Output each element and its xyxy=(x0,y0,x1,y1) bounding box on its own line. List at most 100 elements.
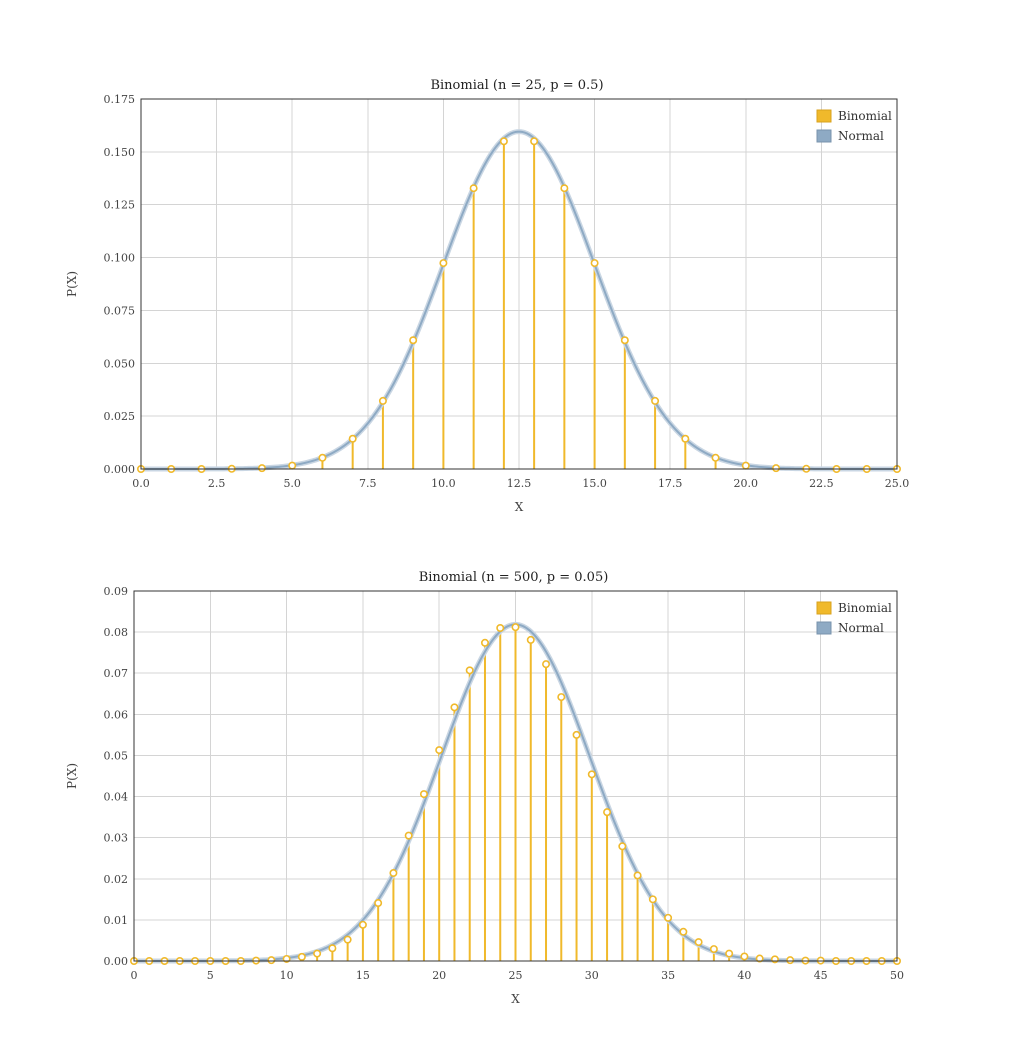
binomial-point xyxy=(318,453,327,462)
binomial-point xyxy=(755,954,764,963)
binomial-point xyxy=(709,945,718,954)
binomial-point xyxy=(651,396,660,405)
binomial-point xyxy=(587,770,596,779)
binomial-point xyxy=(297,952,306,961)
binomial-point xyxy=(648,895,657,904)
binomial-point xyxy=(679,927,688,936)
x-tick-label: 40 xyxy=(737,969,751,982)
y-tick-label: 0.025 xyxy=(104,410,136,423)
legend: Binomial Normal xyxy=(816,109,892,143)
y-tick-label: 0.09 xyxy=(104,585,129,598)
binomial-point xyxy=(374,899,383,908)
x-tick-label: 20 xyxy=(432,969,446,982)
binomial-points xyxy=(130,623,901,965)
y-tick-label: 0.04 xyxy=(104,791,129,804)
x-axis-label: X xyxy=(511,992,520,1006)
binomial-point xyxy=(404,831,413,840)
binomial-point xyxy=(419,790,428,799)
binomial-point xyxy=(542,660,551,669)
binomial-point xyxy=(681,434,690,443)
y-tick-label: 0.02 xyxy=(104,873,129,886)
binomial-point xyxy=(267,956,276,965)
chart-title: Binomial (n = 25, p = 0.5) xyxy=(430,78,603,93)
binomial-point xyxy=(257,464,266,473)
y-tick-label: 0.050 xyxy=(104,357,136,370)
y-tick-label: 0.05 xyxy=(104,749,129,762)
legend-label-binomial: Binomial xyxy=(838,109,892,123)
binomial-point xyxy=(740,952,749,961)
x-tick-label: 2.5 xyxy=(208,477,226,490)
binomial-point xyxy=(469,184,478,193)
binomial-point xyxy=(465,666,474,675)
grid xyxy=(140,98,898,470)
binomial-point xyxy=(557,693,566,702)
binomial-point xyxy=(526,635,535,644)
x-tick-label: 15 xyxy=(356,969,370,982)
chart-1: 0.0 2.5 5.0 7.5 10.0 12.5 15.0 17.5 20.0 22.5 25.0… xyxy=(65,78,909,514)
binomial-point xyxy=(560,184,569,193)
binomial-point xyxy=(328,944,337,953)
binomial-point xyxy=(530,137,539,146)
chart-2: 0 5 10 15 20 25 30 35 40 45 50 0.00 0.01 0.02 0.03 0.04… xyxy=(65,570,904,1006)
y-tick-label: 0.03 xyxy=(104,832,129,845)
x-tick-label: 45 xyxy=(814,969,828,982)
x-tick-label: 0.0 xyxy=(132,477,150,490)
y-axis-label: P(X) xyxy=(65,271,79,297)
y-tick-label: 0.08 xyxy=(104,626,129,639)
binomial-point xyxy=(620,336,629,345)
x-tick-label: 10 xyxy=(280,969,294,982)
x-axis-label: X xyxy=(515,500,524,514)
binomial-points xyxy=(137,137,901,473)
binomial-point xyxy=(348,434,357,443)
binomial-point xyxy=(603,808,612,817)
x-tick-label: 20.0 xyxy=(734,477,759,490)
binomial-point xyxy=(480,638,489,647)
binomial-point xyxy=(439,259,448,268)
y-tick-label: 0.075 xyxy=(104,304,136,317)
legend-swatch-binomial xyxy=(816,601,832,615)
y-axis-label: P(X) xyxy=(65,763,79,789)
binomial-point xyxy=(499,137,508,146)
binomial-point xyxy=(772,464,781,473)
y-tick-label: 0.100 xyxy=(104,252,136,265)
legend: Binomial Normal xyxy=(816,601,892,635)
x-tick-label: 7.5 xyxy=(359,477,377,490)
binomial-point xyxy=(435,746,444,755)
x-tick-label: 25.0 xyxy=(885,477,910,490)
legend-label-normal: Normal xyxy=(838,129,884,143)
binomial-point xyxy=(378,396,387,405)
y-tick-label: 0.175 xyxy=(104,93,136,106)
y-tick-label: 0.06 xyxy=(104,708,129,721)
x-tick-label: 10.0 xyxy=(431,477,456,490)
x-tick-label: 17.5 xyxy=(658,477,683,490)
x-tick-label: 22.5 xyxy=(809,477,834,490)
y-tick-label: 0.07 xyxy=(104,667,129,680)
binomial-point xyxy=(694,938,703,947)
binomial-point xyxy=(725,949,734,958)
y-tick-label: 0.000 xyxy=(104,463,136,476)
binomial-point xyxy=(389,869,398,878)
y-tick-label: 0.125 xyxy=(104,199,136,212)
binomial-point xyxy=(496,623,505,632)
plot-frame xyxy=(140,98,898,470)
binomial-point xyxy=(786,956,795,965)
binomial-point xyxy=(590,259,599,268)
binomial-point xyxy=(343,935,352,944)
binomial-point xyxy=(450,703,459,712)
binomial-point xyxy=(741,461,750,470)
x-tick-label: 25 xyxy=(509,969,523,982)
binomial-stems xyxy=(255,627,822,961)
legend-swatch-normal xyxy=(816,621,832,635)
y-tick-label: 0.00 xyxy=(104,955,129,968)
x-tick-label: 0 xyxy=(131,969,138,982)
legend-label-binomial: Binomial xyxy=(838,601,892,615)
x-tick-label: 5 xyxy=(207,969,214,982)
x-tick-label: 15.0 xyxy=(582,477,607,490)
x-tick-label: 35 xyxy=(661,969,675,982)
x-tick-label: 5.0 xyxy=(283,477,301,490)
binomial-point xyxy=(409,336,418,345)
binomial-point xyxy=(572,730,581,739)
normal-curve xyxy=(141,130,897,470)
legend-swatch-normal xyxy=(816,129,832,143)
